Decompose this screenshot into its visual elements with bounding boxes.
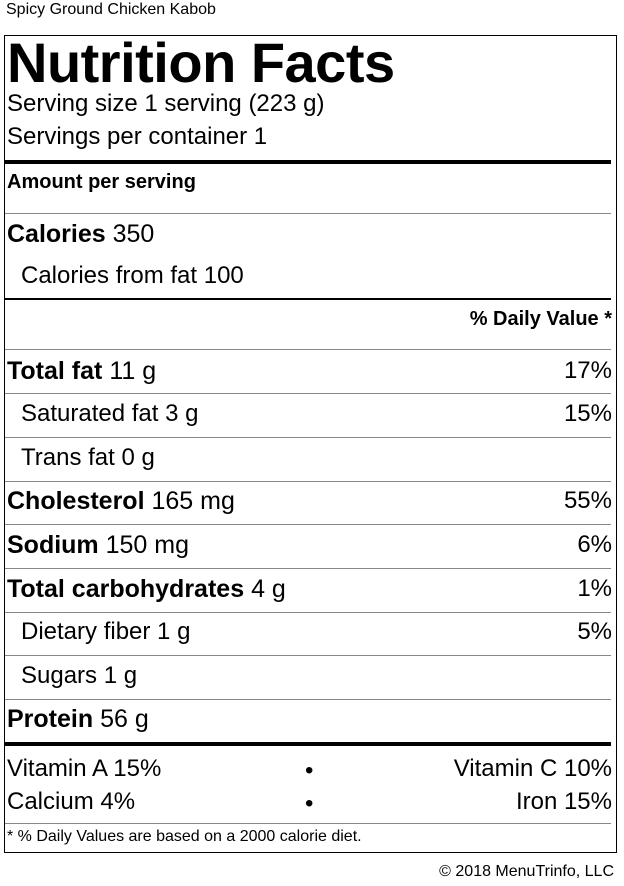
vitamin-c: Vitamin C 10% bbox=[453, 755, 612, 782]
calcium: Calcium 4% bbox=[7, 788, 136, 815]
nutrient-row-total-fat: Total fat 11 g bbox=[7, 356, 156, 386]
nutrient-dv: 1% bbox=[577, 575, 612, 602]
divider bbox=[5, 213, 611, 214]
nutrient-row-total-carbohydrates: Total carbohydrates 4 g bbox=[7, 574, 286, 604]
nutrient-amount: 1 g bbox=[157, 618, 191, 645]
divider bbox=[5, 393, 611, 394]
divider bbox=[5, 612, 611, 613]
divider bbox=[5, 349, 611, 350]
nutrition-label: Nutrition Facts Serving size 1 serving (… bbox=[4, 31, 617, 853]
nutrient-label: Sugars bbox=[21, 662, 98, 689]
nutrient-amount: 3 g bbox=[165, 400, 199, 427]
recipe-name: Spicy Ground Chicken Kabob bbox=[6, 1, 216, 18]
nutrient-row-sugars: Sugars 1 g bbox=[21, 661, 137, 691]
nutrient-amount: 1 g bbox=[103, 662, 138, 689]
daily-value-header: % Daily Value * bbox=[469, 308, 612, 330]
nutrient-dv: 6% bbox=[577, 531, 612, 558]
divider bbox=[5, 699, 611, 700]
bullet-separator: • bbox=[305, 790, 314, 817]
nutrient-label: Sodium bbox=[7, 531, 99, 559]
nutrient-row-cholesterol: Cholesterol 165 mg bbox=[7, 486, 235, 516]
nutrient-label: Total fat bbox=[7, 357, 103, 385]
nutrient-label: Dietary fiber bbox=[21, 618, 151, 645]
nutrient-label: Saturated fat bbox=[21, 400, 159, 427]
divider bbox=[5, 568, 611, 569]
calories-label: Calories bbox=[7, 220, 106, 248]
nutrient-row-sodium: Sodium 150 mg bbox=[7, 530, 189, 560]
nutrient-row-trans-fat: Trans fat 0 g bbox=[21, 443, 155, 473]
nutrient-amount: 165 mg bbox=[151, 487, 235, 515]
divider-thick bbox=[5, 742, 611, 746]
divider-medium bbox=[5, 298, 611, 300]
copyright: © 2018 MenuTrinfo, LLC bbox=[439, 863, 614, 880]
vitamin-a: Vitamin A 15% bbox=[7, 755, 162, 782]
nutrient-label: Cholesterol bbox=[7, 487, 145, 515]
bullet-separator: • bbox=[305, 757, 314, 784]
amount-per-serving: Amount per serving bbox=[7, 171, 196, 193]
nutrient-dv: 17% bbox=[563, 357, 612, 384]
servings-per-container: Servings per container 1 bbox=[7, 123, 268, 150]
divider bbox=[5, 655, 611, 656]
divider-thick bbox=[5, 160, 611, 164]
nutrient-amount: 0 g bbox=[121, 444, 155, 471]
divider bbox=[5, 437, 611, 438]
serving-size: Serving size 1 serving (223 g) bbox=[7, 90, 325, 117]
nutrient-row-saturated-fat: Saturated fat 3 g bbox=[21, 399, 198, 429]
nutrient-label: Protein bbox=[7, 705, 94, 733]
daily-value-footnote: * % Daily Values are based on a 2000 cal… bbox=[7, 828, 362, 845]
calories-value: 350 bbox=[112, 220, 155, 248]
divider bbox=[5, 481, 611, 482]
label-title: Nutrition Facts bbox=[7, 31, 395, 94]
calories-row: Calories 350 bbox=[7, 219, 154, 249]
nutrient-amount: 150 mg bbox=[105, 531, 190, 559]
nutrient-amount: 56 g bbox=[100, 705, 149, 733]
divider bbox=[5, 524, 611, 525]
nutrient-label: Total carbohydrates bbox=[7, 575, 245, 603]
nutrient-dv: 55% bbox=[563, 487, 612, 514]
nutrient-row-protein: Protein 56 g bbox=[7, 704, 149, 734]
nutrient-amount: 11 g bbox=[109, 357, 157, 385]
nutrient-dv: 15% bbox=[563, 400, 612, 427]
nutrient-amount: 4 g bbox=[251, 575, 286, 603]
nutrient-dv: 5% bbox=[577, 618, 612, 645]
nutrient-label: Trans fat bbox=[21, 444, 115, 471]
calories-from-fat: Calories from fat 100 bbox=[21, 262, 244, 289]
iron: Iron 15% bbox=[515, 788, 612, 815]
nutrient-row-dietary-fiber: Dietary fiber 1 g bbox=[21, 617, 190, 647]
divider bbox=[5, 823, 611, 824]
